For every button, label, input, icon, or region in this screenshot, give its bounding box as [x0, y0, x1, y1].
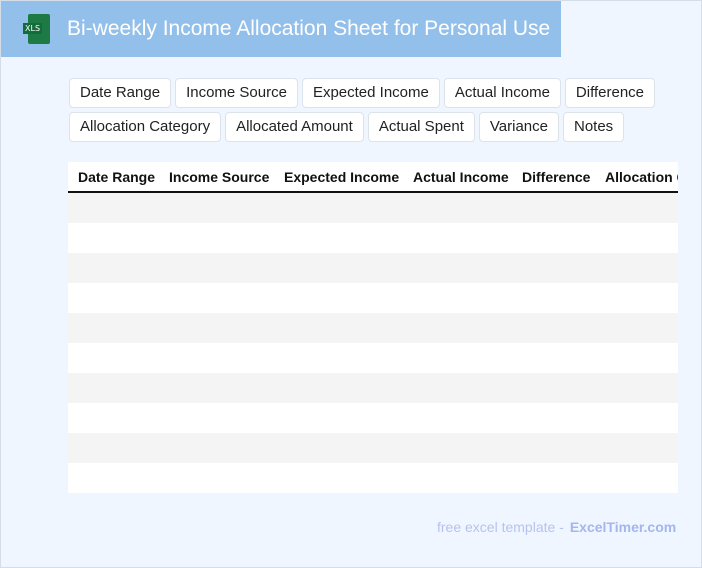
column-header: Income Source: [169, 169, 270, 185]
table-row[interactable]: [68, 373, 678, 403]
allocation-table: Date Range Income Source Expected Income…: [68, 162, 678, 493]
table-header: Date Range Income Source Expected Income…: [68, 162, 678, 193]
chip-allocation-category[interactable]: Allocation Category: [69, 112, 222, 142]
chip-difference[interactable]: Difference: [564, 78, 655, 108]
table-row[interactable]: [68, 433, 678, 463]
table-row[interactable]: [68, 313, 678, 343]
chip-income-source[interactable]: Income Source: [175, 78, 298, 108]
table-row[interactable]: [68, 193, 678, 223]
chip-variance[interactable]: Variance: [478, 112, 559, 142]
chip-notes[interactable]: Notes: [562, 112, 625, 142]
footer-text: free excel template -: [437, 519, 564, 535]
table-body: [68, 193, 678, 493]
table-row[interactable]: [68, 283, 678, 313]
table-row[interactable]: [68, 463, 678, 493]
table-row[interactable]: [68, 253, 678, 283]
column-header: Difference: [522, 169, 591, 185]
xls-file-icon: XLS: [23, 14, 51, 44]
column-header: Expected Income: [284, 169, 400, 185]
footer-brand-link[interactable]: ExcelTimer.com: [569, 519, 677, 535]
page-title: Bi-weekly Income Allocation Sheet for Pe…: [67, 17, 551, 40]
title-banner: XLS Bi-weekly Income Allocation Sheet fo…: [1, 1, 561, 57]
column-header: Date Range: [78, 169, 156, 185]
column-header: Allocation Category: [605, 169, 678, 185]
chip-allocated-amount[interactable]: Allocated Amount: [225, 112, 364, 142]
table-row[interactable]: [68, 343, 678, 373]
chip-actual-spent[interactable]: Actual Spent: [367, 112, 475, 142]
column-header: Actual Income: [413, 169, 509, 185]
chip-actual-income[interactable]: Actual Income: [443, 78, 561, 108]
chip-expected-income[interactable]: Expected Income: [301, 78, 440, 108]
footer-credit: free excel template - ExcelTimer.com: [437, 519, 676, 535]
chip-date-range[interactable]: Date Range: [69, 78, 172, 108]
field-chips: Date Range Income Source Expected Income…: [69, 78, 669, 142]
table-row[interactable]: [68, 223, 678, 253]
table-row[interactable]: [68, 403, 678, 433]
